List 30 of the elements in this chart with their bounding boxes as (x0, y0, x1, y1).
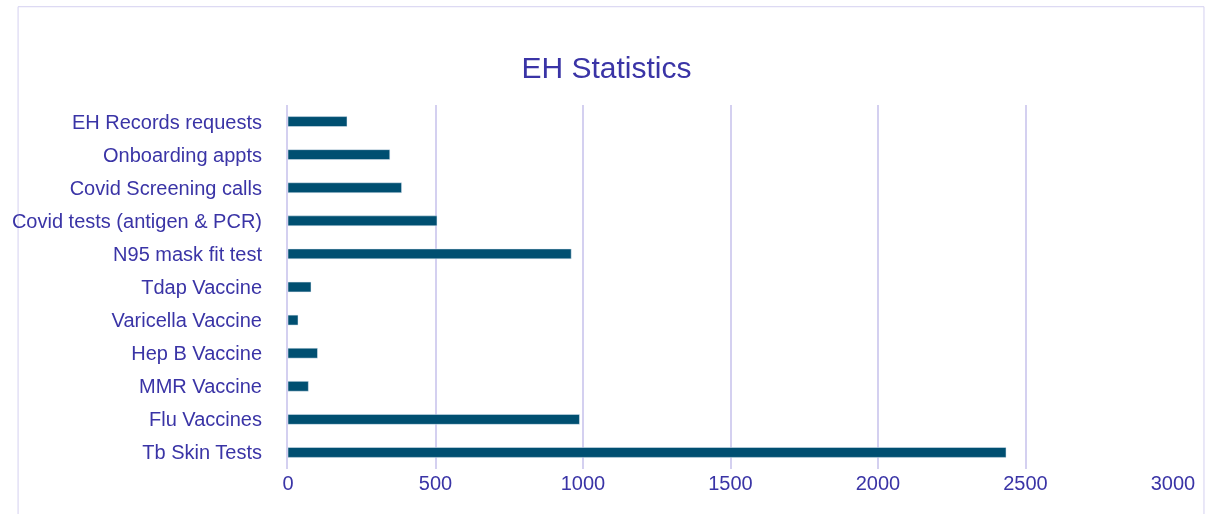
bar (288, 381, 309, 392)
x-tick-label: 0 (282, 472, 294, 494)
x-tick-label: 500 (418, 472, 453, 494)
y-tick-label: Hep B Vaccine (131, 342, 262, 365)
bar (288, 281, 312, 293)
x-tick-label: 1000 (560, 472, 606, 494)
y-tick-label: Onboarding appts (102, 143, 262, 166)
bar (288, 347, 318, 359)
y-tick-label: Varicella Vaccine (111, 309, 262, 332)
bar (288, 116, 348, 127)
chart-title: EH Statistics (521, 50, 692, 84)
y-tick-label: Tdap Vaccine (141, 276, 262, 298)
x-tick-label: 1500 (708, 472, 753, 494)
x-tick-label: 2000 (855, 472, 901, 494)
y-tick-label: EH Records requests (71, 110, 262, 133)
bar (288, 447, 1007, 458)
bar (288, 248, 572, 260)
bar (288, 414, 580, 425)
x-tick-label: 2500 (1003, 472, 1048, 494)
bar (288, 182, 402, 193)
bar (288, 215, 438, 227)
y-tick-label: Covid tests (antigen & PCR) (11, 209, 262, 232)
y-tick-label: Tb Skin Tests (142, 441, 262, 464)
bar (288, 149, 391, 160)
x-tick-label: 3000 (1150, 472, 1196, 494)
y-tick-label: Flu Vaccines (148, 408, 262, 431)
y-tick-label: Covid Screening calls (69, 176, 262, 199)
y-tick-label: N95 mask fit test (113, 242, 263, 265)
y-tick-label: MMR Vaccine (139, 375, 262, 398)
bar (288, 314, 299, 326)
